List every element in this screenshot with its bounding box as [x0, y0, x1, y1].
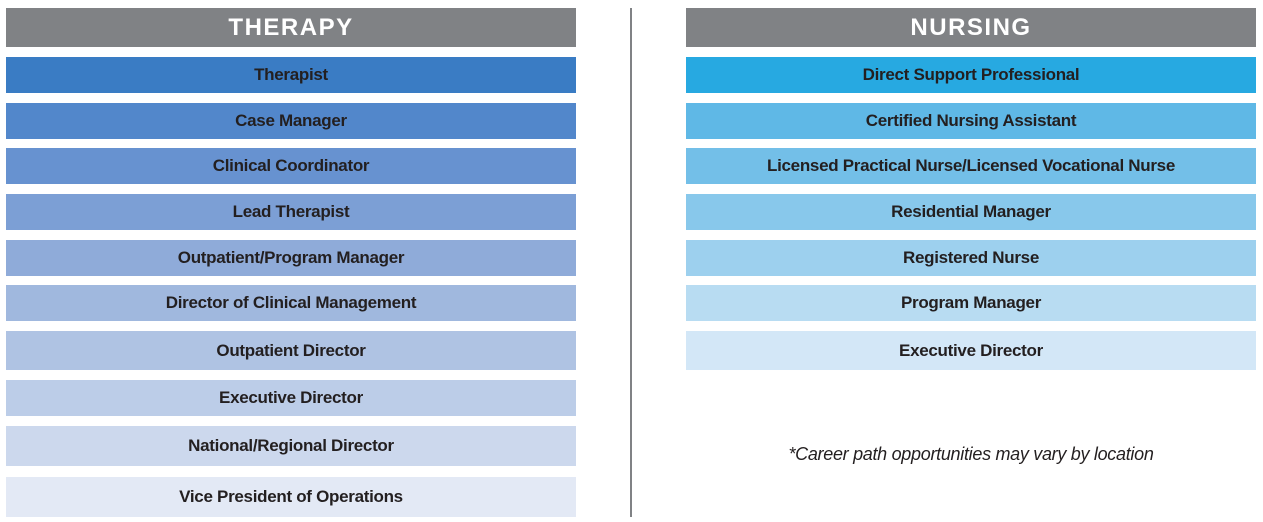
role-box: Vice President of Operations [6, 477, 576, 517]
role-box: Executive Director [686, 331, 1256, 370]
divider [630, 8, 632, 517]
therapy-header: THERAPY [6, 8, 576, 47]
footnote: *Career path opportunities may vary by l… [788, 444, 1154, 464]
role-box: Certified Nursing Assistant [686, 103, 1256, 139]
role-box: Executive Director [6, 380, 576, 416]
role-box: Licensed Practical Nurse/Licensed Vocati… [686, 148, 1256, 184]
nursing-header: NURSING [686, 8, 1256, 47]
role-box: Lead Therapist [6, 194, 576, 230]
role-box: Direct Support Professional [686, 57, 1256, 93]
role-box: Registered Nurse [686, 240, 1256, 276]
role-box: Clinical Coordinator [6, 148, 576, 184]
role-box: Therapist [6, 57, 576, 93]
role-box: Residential Manager [686, 194, 1256, 230]
role-box: Program Manager [686, 285, 1256, 321]
role-box: Outpatient/Program Manager [6, 240, 576, 276]
role-box: Outpatient Director [6, 331, 576, 370]
role-box: National/Regional Director [6, 426, 576, 466]
role-box: Director of Clinical Management [6, 285, 576, 321]
role-box: Case Manager [6, 103, 576, 139]
